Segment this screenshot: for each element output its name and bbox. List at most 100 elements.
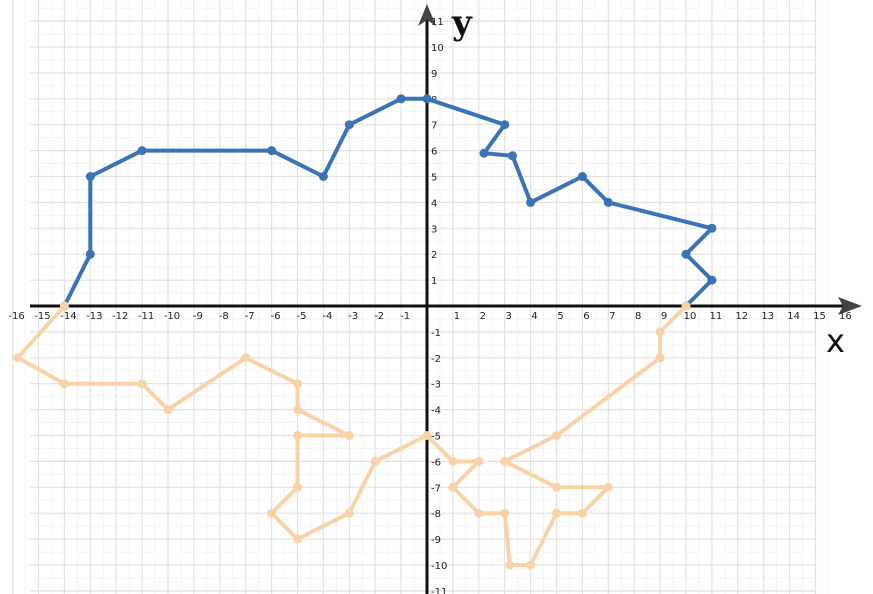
y-tick-label: 11 xyxy=(431,17,444,28)
data-point xyxy=(552,431,561,440)
x-tick-label: -9 xyxy=(193,311,203,322)
data-point xyxy=(500,120,510,130)
y-tick-label: 6 xyxy=(431,147,437,158)
series-line xyxy=(15,304,688,567)
data-point xyxy=(137,146,147,156)
x-tick-label: 12 xyxy=(735,311,748,322)
x-tick-label: 8 xyxy=(635,311,641,322)
y-tick-label: -8 xyxy=(431,509,441,520)
data-point xyxy=(344,431,354,440)
x-tick-label: -10 xyxy=(164,311,180,322)
data-point xyxy=(370,456,380,466)
x-tick-label: 13 xyxy=(761,311,774,322)
x-tick-label: -14 xyxy=(60,311,76,322)
x-tick-label: 2 xyxy=(480,311,486,322)
x-tick-label: 5 xyxy=(557,311,563,322)
x-tick-label: 4 xyxy=(531,311,537,322)
x-tick-label: 1 xyxy=(454,311,460,322)
y-axis-arrow-icon xyxy=(418,4,436,26)
y-tick-label: 10 xyxy=(431,43,444,54)
data-point xyxy=(707,223,717,233)
data-point xyxy=(293,431,302,440)
data-point xyxy=(526,197,536,207)
x-tick-label: 3 xyxy=(506,311,512,322)
y-tick-label: 1 xyxy=(431,276,437,287)
y-tick-label: -9 xyxy=(431,535,441,546)
data-point xyxy=(85,172,95,181)
x-tick-label: -6 xyxy=(271,311,281,322)
x-tick-label: -8 xyxy=(219,311,229,322)
x-tick-label: -11 xyxy=(138,311,154,322)
x-tick-label: -15 xyxy=(34,311,50,322)
y-tick-label: -2 xyxy=(431,354,441,365)
data-point xyxy=(507,151,517,161)
data-point xyxy=(293,405,302,415)
x-tick-label: -7 xyxy=(245,311,255,322)
y-tick-label: -3 xyxy=(431,380,441,391)
x-tick-label: -13 xyxy=(86,311,102,322)
data-point xyxy=(500,508,510,518)
data-point xyxy=(577,172,587,181)
x-tick-label: 10 xyxy=(684,311,697,322)
data-point xyxy=(293,379,302,389)
y-tick-label: 9 xyxy=(431,69,437,80)
x-axis-arrow-icon xyxy=(838,297,862,315)
data-point xyxy=(59,301,69,311)
y-tick-label: -4 xyxy=(431,406,441,417)
data-point xyxy=(552,508,561,518)
tick-labels: -1 6 -15 -14 -13 -12 -11 -10 -9 -8 -7 -6 -5 -4 -3 -2 -1 1… xyxy=(8,17,851,594)
x-tick-label: 7 xyxy=(609,311,615,322)
x-tick-label: 16 xyxy=(839,311,852,322)
data-point xyxy=(655,353,665,363)
y-tick-label: 3 xyxy=(431,224,437,235)
y-tick-label: 2 xyxy=(431,250,437,261)
x-tick-label: -2 xyxy=(374,311,384,322)
data-point xyxy=(681,301,691,311)
x-tick-label: 9 xyxy=(661,311,667,322)
data-point xyxy=(396,94,406,104)
data-point xyxy=(267,508,277,518)
data-point xyxy=(474,508,484,518)
data-point xyxy=(474,456,484,466)
x-tick-label: 14 xyxy=(787,311,800,322)
y-tick-label: 5 xyxy=(431,173,437,184)
y-tick-label: -1 xyxy=(431,328,441,339)
series-2 xyxy=(13,301,691,570)
y-tick-label: -10 xyxy=(431,561,447,572)
data-point xyxy=(681,249,691,259)
data-point xyxy=(500,456,510,466)
data-point xyxy=(344,508,354,518)
data-point xyxy=(422,94,432,104)
data-point xyxy=(344,120,354,130)
data-point xyxy=(267,146,277,156)
y-tick-label: -11 xyxy=(431,587,447,594)
series-1 xyxy=(59,94,717,311)
data-point xyxy=(318,172,328,181)
y-tick-label: -5 xyxy=(431,432,441,443)
y-tick-label: 7 xyxy=(431,121,437,132)
data-point xyxy=(655,327,665,337)
data-point xyxy=(85,249,95,259)
x-tick-label: -3 xyxy=(348,311,358,322)
data-point xyxy=(137,379,147,389)
y-tick-label: -6 xyxy=(431,457,441,468)
x-tick-label: 6 xyxy=(583,311,589,322)
x-tick-label: -12 xyxy=(112,311,128,322)
axes xyxy=(30,4,862,594)
data-point xyxy=(59,379,69,389)
x-tick-label: -5 xyxy=(297,311,307,322)
grid xyxy=(12,0,829,594)
data-point xyxy=(163,405,173,415)
series-layer xyxy=(13,94,717,570)
data-point xyxy=(448,482,458,492)
data-point xyxy=(707,275,717,285)
x-axis-label: x xyxy=(826,322,845,360)
data-point xyxy=(505,560,515,570)
data-point xyxy=(293,482,302,492)
x-tick-label: -4 xyxy=(322,311,332,322)
data-point xyxy=(526,560,536,570)
data-point xyxy=(552,482,561,492)
data-point xyxy=(603,197,613,207)
x-tick-label: 15 xyxy=(813,311,826,322)
